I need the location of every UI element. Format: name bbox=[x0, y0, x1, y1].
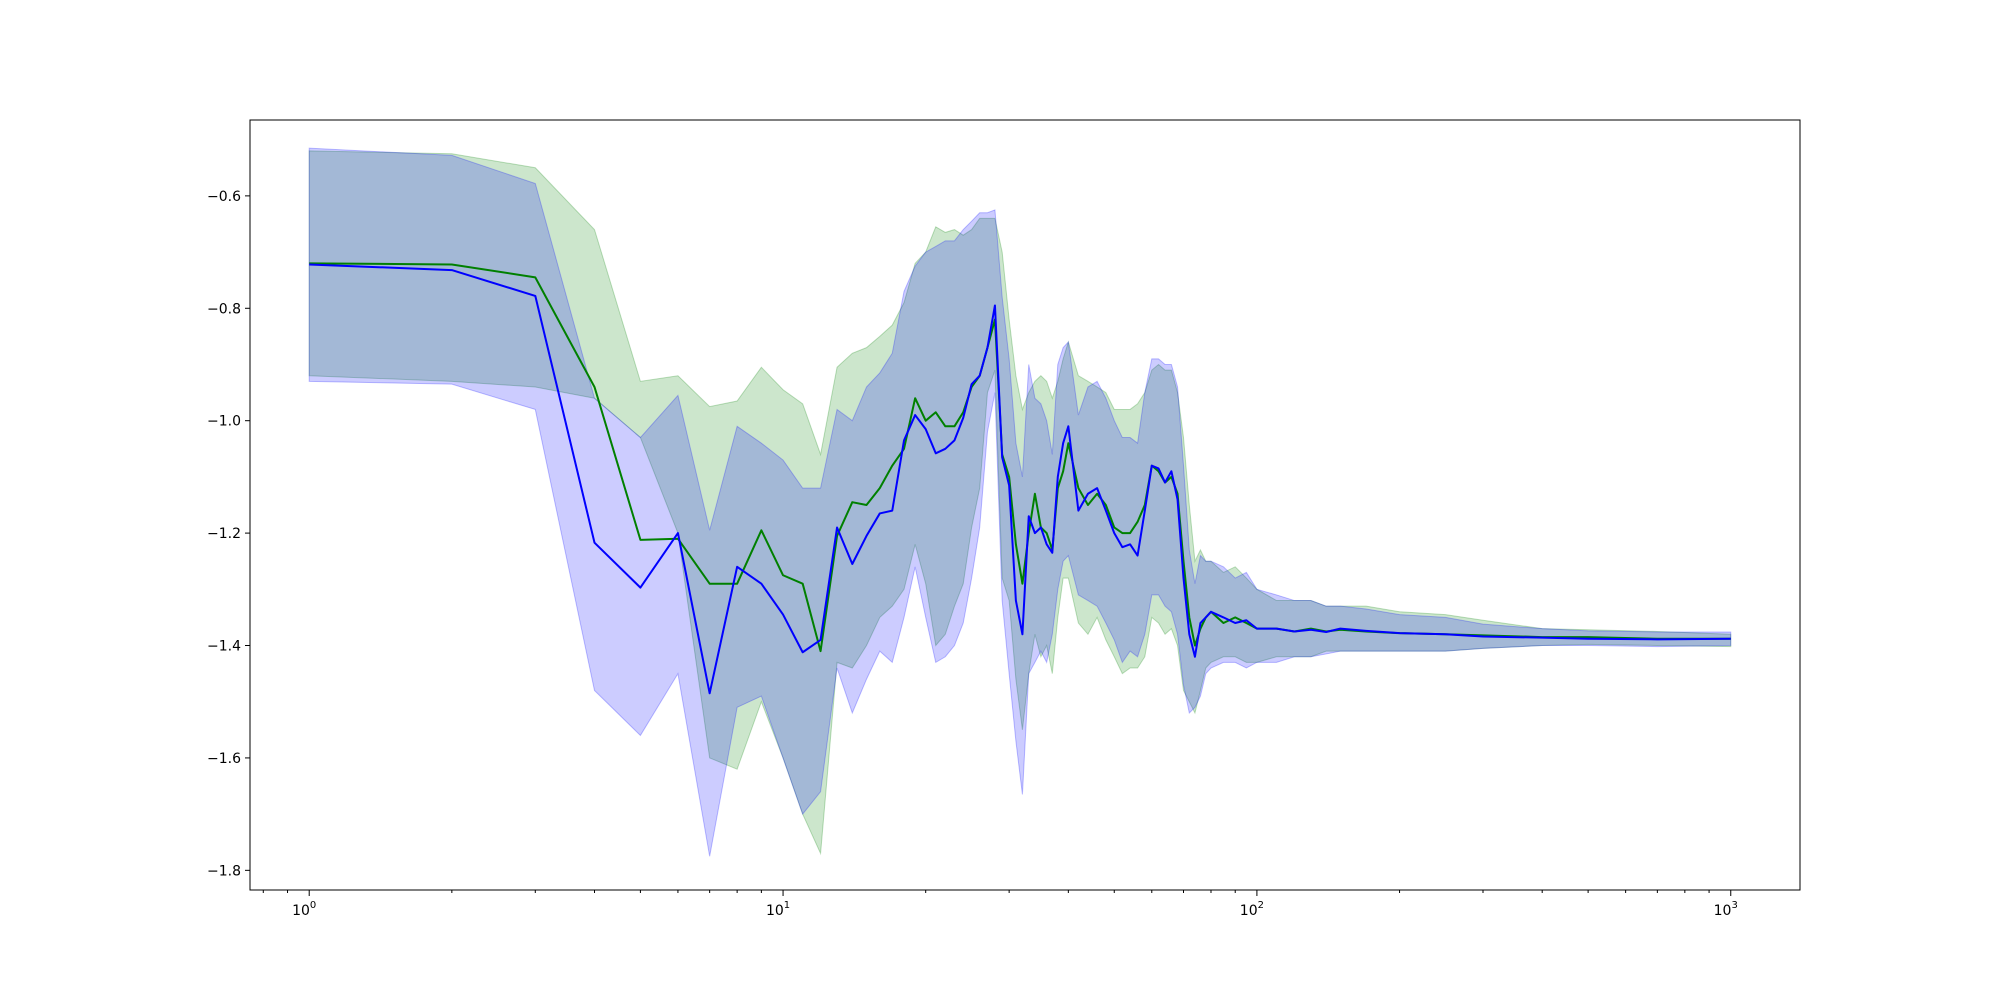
series-lines bbox=[309, 262, 1731, 695]
series-line-2 bbox=[309, 263, 1731, 695]
confidence-band-1 bbox=[308, 150, 1732, 856]
y-tick-label: −1.6 bbox=[207, 751, 241, 767]
y-tick-label: −1.2 bbox=[207, 526, 241, 542]
confidence-bands bbox=[308, 147, 1732, 857]
y-tick-label: −1.4 bbox=[207, 639, 241, 655]
y-tick-label: −0.8 bbox=[207, 301, 241, 317]
y-tick-label: −1.0 bbox=[207, 414, 241, 430]
confidence-band-2 bbox=[308, 147, 1732, 857]
y-tick-label: −1.8 bbox=[207, 863, 241, 879]
plot-frame bbox=[249, 119, 1801, 891]
y-tick-label: −0.6 bbox=[207, 189, 241, 205]
y-axis: −0.6 −0.8 −1.0 −1.2 −1.4 −1.6 −1.8 bbox=[207, 189, 250, 879]
